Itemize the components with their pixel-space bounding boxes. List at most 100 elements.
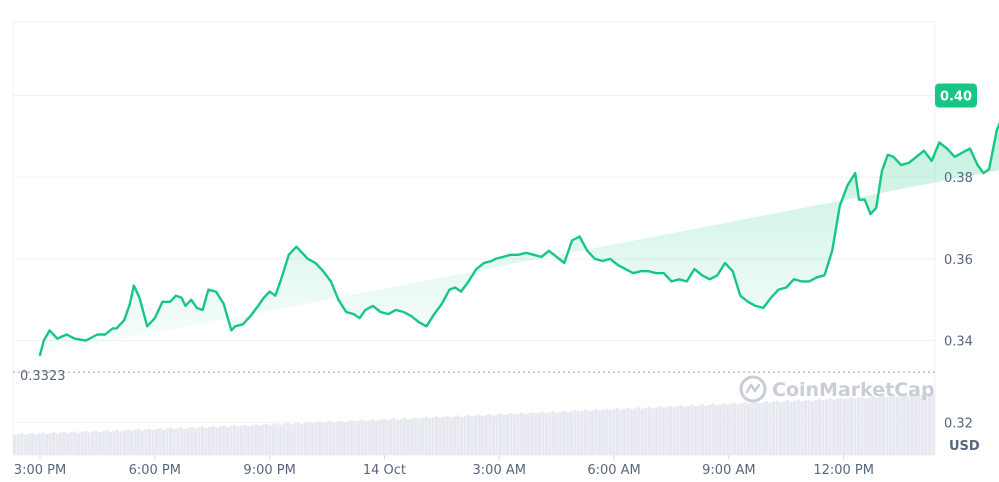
volume-bar — [52, 432, 56, 455]
volume-bar — [736, 404, 740, 455]
volume-bar — [151, 430, 155, 455]
x-tick-label: 6:00 AM — [587, 463, 640, 478]
volume-bar — [569, 411, 573, 455]
volume-bar — [672, 407, 676, 455]
volume-bar — [651, 408, 655, 455]
volume-bar — [520, 412, 524, 455]
volume-bar — [924, 393, 928, 455]
volume-bar — [846, 398, 850, 455]
volume-bar — [803, 400, 807, 455]
volume-bar — [463, 415, 467, 455]
volume-bar — [821, 400, 825, 455]
volume-bar — [757, 403, 761, 455]
volume-bar — [445, 415, 449, 455]
volume-bar — [835, 398, 839, 455]
volume-bar — [700, 404, 705, 455]
volume-bar — [817, 398, 822, 455]
volume-bar — [328, 421, 332, 455]
volume-bar — [364, 421, 368, 455]
volume-bar — [59, 432, 63, 455]
volume-bar — [669, 405, 673, 455]
volume-bar — [73, 431, 77, 455]
volume-bar — [885, 397, 889, 455]
volume-bar — [197, 427, 201, 455]
volume-bar — [708, 404, 712, 455]
volume-bar — [874, 397, 878, 455]
volume-bar — [725, 404, 729, 455]
volume-bar — [842, 399, 846, 455]
volume-bar — [484, 414, 488, 455]
coinmarketcap-logo-mark-icon — [745, 383, 761, 394]
volume-bar — [871, 396, 875, 455]
volume-bar — [282, 423, 286, 455]
volume-bar — [888, 396, 893, 455]
volume-bar — [665, 406, 669, 455]
volume-bar — [431, 417, 435, 455]
volume-bar — [424, 416, 428, 455]
volume-bar — [587, 411, 591, 455]
volume-bar — [307, 421, 311, 455]
volume-bar — [403, 417, 407, 455]
volume-bar — [608, 410, 612, 455]
volume-bar — [704, 405, 708, 455]
volume-bar — [378, 419, 382, 455]
volume-bar — [828, 398, 832, 455]
volume-bar — [420, 417, 424, 455]
volume-bar — [747, 403, 751, 455]
volume-bar — [800, 401, 804, 455]
volume-bar — [30, 432, 34, 455]
volume-bar — [459, 416, 464, 455]
baseline-layer: 0.3323 — [13, 369, 935, 384]
volume-bar — [204, 427, 208, 455]
volume-bar — [317, 421, 322, 455]
volume-bar — [275, 423, 279, 455]
watermark-text: CoinMarketCap — [772, 379, 935, 401]
volume-bar — [346, 421, 350, 455]
volume-bar — [225, 426, 229, 455]
volume-bar — [126, 429, 130, 455]
volume-bar — [739, 403, 744, 455]
volume-bar — [112, 430, 116, 455]
volume-bar — [754, 401, 758, 455]
volume-bar — [832, 399, 836, 455]
volume-bar — [395, 419, 400, 455]
volume-bar — [796, 399, 800, 455]
volume-bar — [83, 431, 88, 455]
volume-bar — [257, 425, 261, 455]
volume-bar — [718, 404, 722, 455]
y-axis: 0.32 0.34 0.36 0.38 — [944, 171, 973, 431]
volume-bar — [530, 412, 534, 455]
volume-bar — [115, 429, 120, 455]
volume-bar — [20, 433, 24, 455]
volume-bar — [615, 408, 620, 455]
volume-bar — [782, 401, 786, 455]
volume-bar — [243, 424, 247, 455]
volume-bar — [488, 414, 492, 455]
volume-bar — [640, 408, 644, 455]
volume-bar — [342, 422, 346, 455]
price-line — [38, 121, 999, 357]
volume-bar — [314, 422, 318, 455]
volume-bar — [470, 416, 474, 455]
volume-bar — [566, 412, 570, 455]
volume-bar — [576, 411, 581, 455]
volume-bar — [605, 408, 609, 455]
volume-bar — [119, 431, 123, 455]
volume-bar — [335, 421, 339, 455]
volume-bar — [94, 430, 98, 455]
volume-bar — [406, 419, 410, 455]
volume-bar — [218, 426, 222, 455]
volume-bar — [27, 433, 31, 455]
volume-bar — [768, 402, 772, 455]
volume-bar — [371, 419, 375, 455]
volume-bar — [729, 403, 733, 455]
volume-bar — [44, 434, 49, 455]
volume-bar — [910, 395, 914, 455]
volume-bar — [158, 428, 162, 455]
volume-bar — [449, 417, 453, 455]
volume-bar — [502, 414, 506, 455]
volume-bar — [140, 430, 144, 455]
volume-bar — [360, 419, 364, 455]
volume-bar — [321, 422, 325, 455]
